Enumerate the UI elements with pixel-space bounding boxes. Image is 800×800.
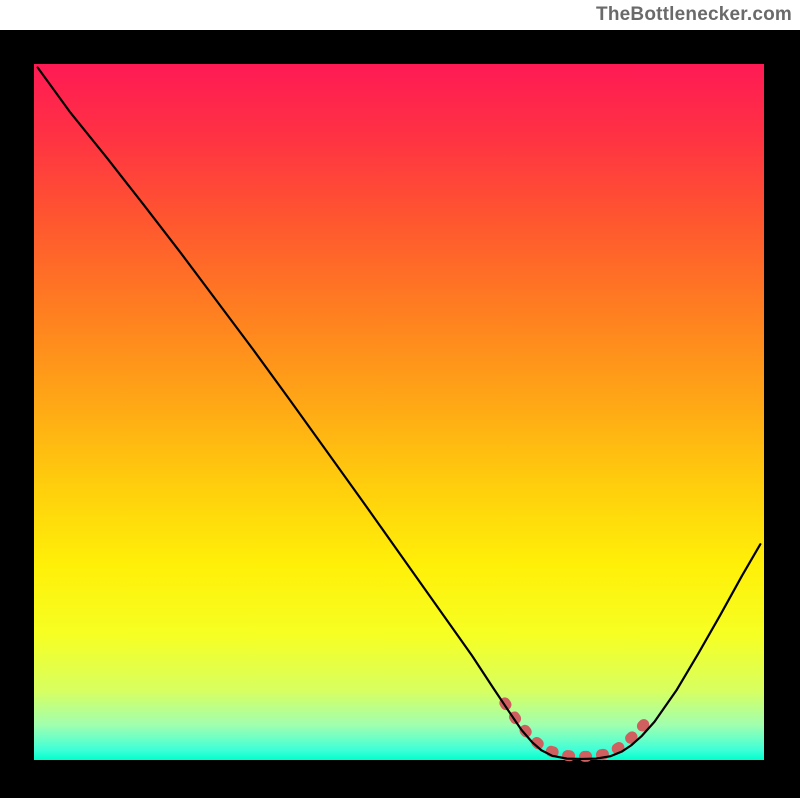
gradient-background [34, 64, 764, 760]
chart-svg [0, 30, 800, 798]
plot-area [0, 30, 800, 798]
watermark-text: TheBottlenecker.com [596, 4, 792, 26]
chart-container: TheBottlenecker.com [0, 0, 800, 800]
